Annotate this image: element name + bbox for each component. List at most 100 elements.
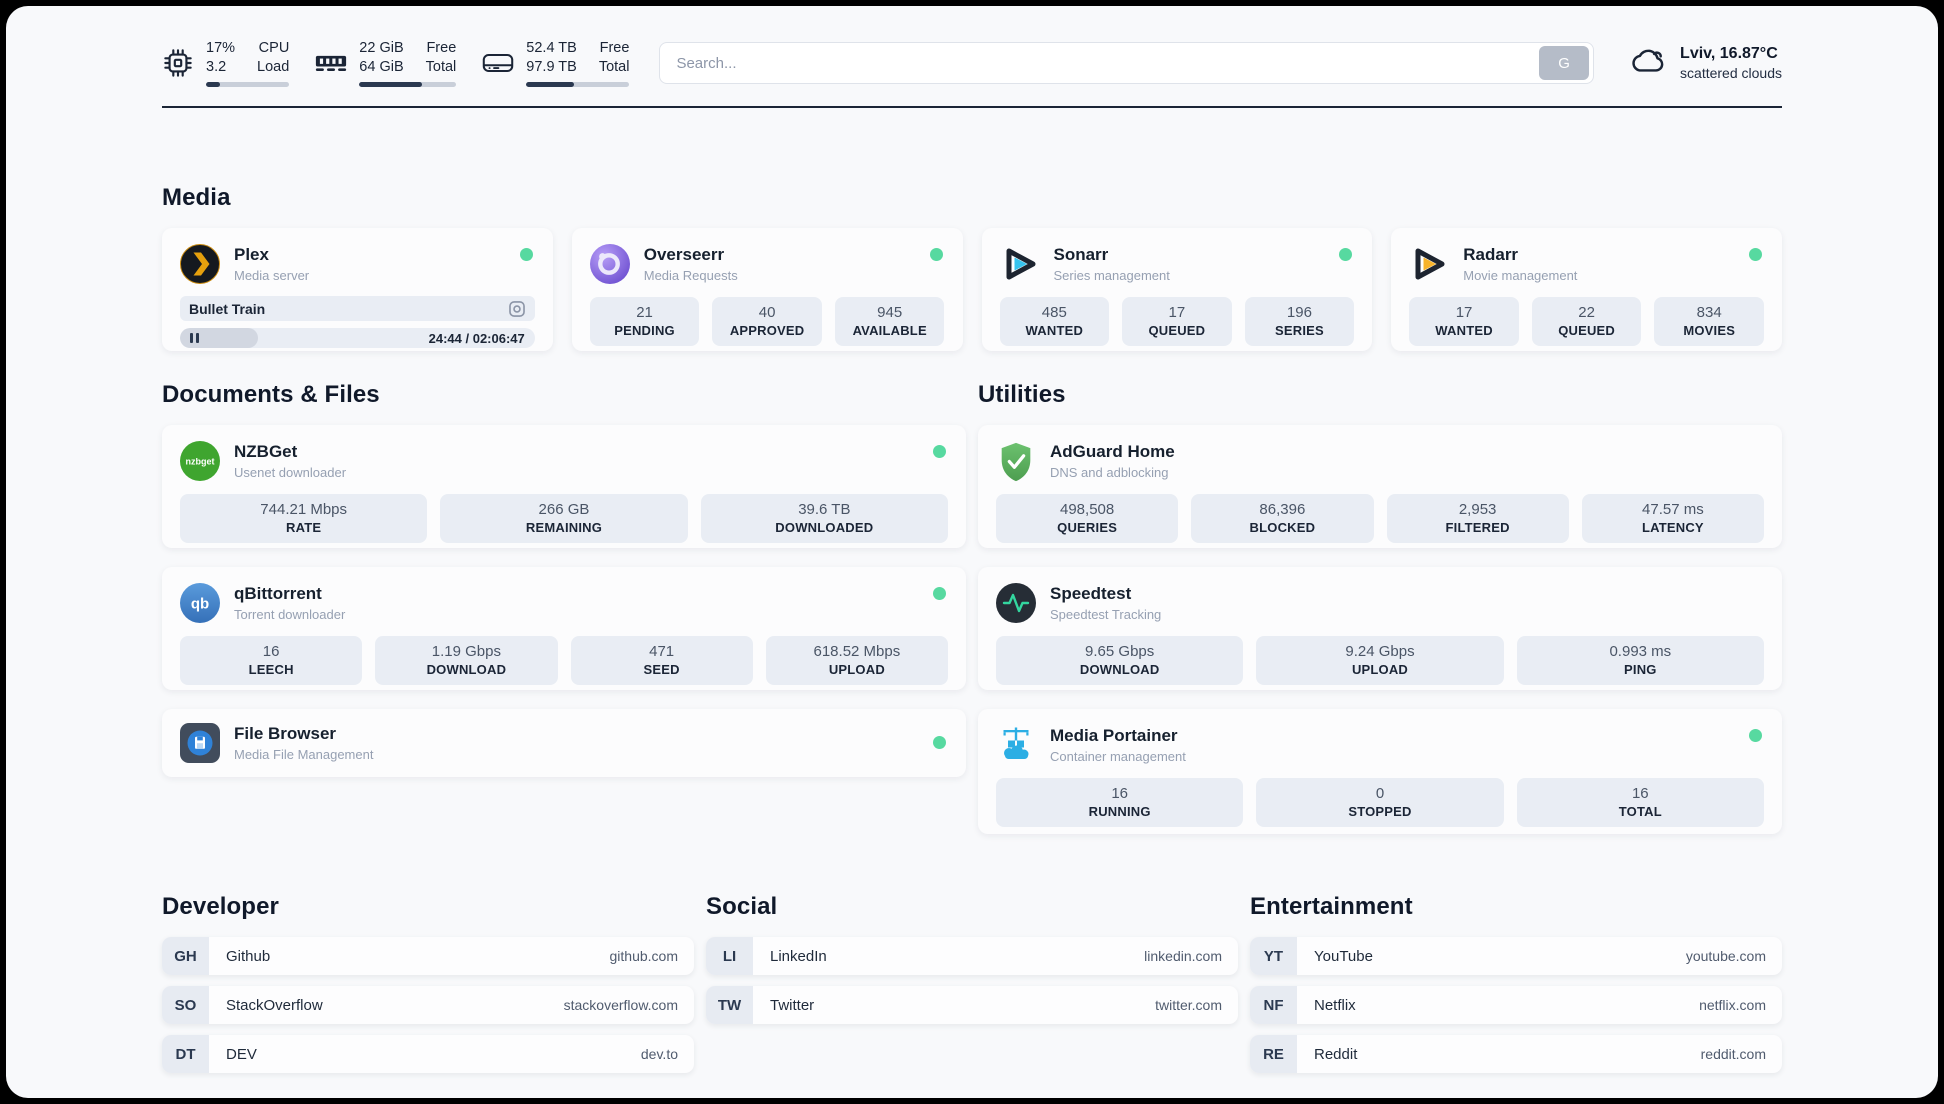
app-desc: Media server	[234, 268, 310, 283]
stat-pill: 485 WANTED	[999, 297, 1110, 346]
app-desc: Speedtest Tracking	[1050, 607, 1162, 622]
status-online-dot	[1339, 248, 1353, 261]
link-name: StackOverflow	[226, 996, 323, 1014]
cpu-progress-track	[206, 81, 290, 87]
status-online-dot	[1749, 248, 1762, 261]
stat-pill: 16 RUNNING	[996, 778, 1244, 827]
service-card-sonarr[interactable]: Sonarr Series management 485 WANTED 17 QUE…	[981, 228, 1373, 351]
service-card-filebrowser[interactable]: File Browser Media File Management	[162, 709, 966, 777]
status-online-dot	[933, 736, 946, 749]
link-abbr: GH	[162, 937, 209, 975]
app-name: Overseerr	[643, 245, 725, 264]
entertainment-links: Entertainment YT YouTube youtube.com NF …	[1250, 893, 1782, 1084]
service-card-nzbget[interactable]: nzbget NZBGet Usenet downloader 744.21 M…	[162, 425, 966, 548]
link-abbr: LI	[706, 937, 753, 975]
app-desc: Torrent downloader	[234, 607, 346, 622]
pause-icon[interactable]	[190, 333, 199, 343]
search-bar: G	[659, 42, 1595, 84]
link-row-twitter[interactable]: TW Twitter twitter.com	[706, 986, 1238, 1024]
stat-pill: 945 AVAILABLE	[834, 297, 945, 346]
status-online-dot	[929, 248, 943, 261]
cpu-stat: 17% 3.2 CPU Load	[162, 39, 290, 87]
cpu-icon	[162, 47, 194, 79]
social-links: Social LI LinkedIn linkedin.com TW Twitt…	[706, 893, 1238, 1035]
service-card-overseerr[interactable]: Overseerr Media Requests 21 PENDING 40 APP…	[571, 228, 963, 351]
svg-text:nzbget: nzbget	[186, 457, 215, 467]
ram-icon	[315, 47, 347, 79]
stat-pill: 9.65 Gbps DOWNLOAD	[996, 636, 1244, 685]
documents-column: Documents & Files nzbget NZBGet Usenet d	[162, 381, 966, 853]
app-desc: Series management	[1053, 268, 1170, 283]
link-abbr: YT	[1250, 937, 1297, 975]
link-row-youtube[interactable]: YT YouTube youtube.com	[1250, 937, 1782, 975]
link-row-github[interactable]: GH Github github.com	[162, 937, 694, 975]
playback-time: 24:44 / 02:06:47	[428, 330, 525, 346]
service-card-portainer[interactable]: Media Portainer Container management 16 R…	[978, 709, 1782, 834]
stat-pill: 39.6 TB DOWNLOADED	[700, 494, 948, 543]
disk-progress-fill	[526, 81, 574, 87]
disk-icon	[482, 47, 514, 79]
speedtest-icon	[996, 583, 1036, 623]
disk-label-1: Free	[599, 40, 630, 57]
disk-value-2: 97.9 TB	[526, 59, 577, 75]
cpu-value-2: 3.2	[206, 59, 227, 75]
app-name: qBittorrent	[234, 584, 322, 603]
status-online-dot	[1749, 729, 1762, 742]
link-row-reddit[interactable]: RE Reddit reddit.com	[1250, 1035, 1782, 1073]
service-card-adguard[interactable]: AdGuard Home DNS and adblocking 498,508 Q…	[978, 425, 1782, 548]
search-input[interactable]	[660, 54, 1540, 72]
search-engine-button[interactable]: G	[1539, 46, 1590, 80]
link-url: dev.to	[640, 1046, 678, 1062]
app-name: Speedtest	[1050, 584, 1132, 603]
service-card-qbittorrent[interactable]: qb qBittorrent Torrent downloader 16 LEEC…	[162, 567, 966, 690]
stat-pill: 17 QUEUED	[1122, 297, 1232, 346]
link-name: Github	[226, 947, 271, 965]
playback-progress-bar[interactable]: 24:44 / 02:06:47	[180, 328, 535, 348]
stat-pill: 16 LEECH	[180, 636, 363, 685]
link-row-linkedin[interactable]: LI LinkedIn linkedin.com	[706, 937, 1238, 975]
app-name: Radarr	[1463, 245, 1519, 264]
link-row-dev[interactable]: DT DEV dev.to	[162, 1035, 694, 1073]
link-abbr: DT	[162, 1035, 209, 1073]
service-card-plex[interactable]: Plex Media server Bullet Train	[162, 228, 553, 351]
link-row-stackoverflow[interactable]: SO StackOverflow stackoverflow.com	[162, 986, 694, 1024]
service-card-speedtest[interactable]: Speedtest Speedtest Tracking 9.65 Gbps DO…	[978, 567, 1782, 690]
video-preview-icon[interactable]	[508, 300, 526, 318]
stat-pill: 0 STOPPED	[1256, 778, 1504, 827]
service-card-radarr[interactable]: Radarr Movie management 17 WANTED 22 QUEUE…	[1391, 228, 1782, 351]
status-online-dot	[933, 587, 946, 600]
stat-pill: 618.52 Mbps UPLOAD	[765, 636, 948, 685]
link-name: Netflix	[1314, 996, 1356, 1014]
section-title-media: Media	[162, 184, 231, 211]
section-title-documents: Documents & Files	[162, 381, 380, 408]
disk-stat: 52.4 TB 97.9 TB Free Total	[482, 39, 630, 87]
link-row-netflix[interactable]: NF Netflix netflix.com	[1250, 986, 1782, 1024]
link-abbr: SO	[162, 986, 209, 1024]
ram-label-2: Total	[425, 59, 457, 75]
link-abbr: NF	[1250, 986, 1297, 1024]
utilities-column: Utilities	[978, 381, 1782, 853]
link-name: Twitter	[770, 996, 815, 1014]
stat-pill: 9.24 Gbps UPLOAD	[1256, 636, 1504, 685]
stat-pill: 17 WANTED	[1409, 297, 1519, 346]
link-url: twitter.com	[1155, 997, 1222, 1013]
stat-pill: 498,508 QUERIES	[996, 494, 1179, 543]
ram-stat: 22 GiB 64 GiB Free Total	[315, 39, 457, 87]
adguard-icon	[996, 441, 1036, 482]
link-url: youtube.com	[1685, 948, 1766, 964]
stat-pill: 86,396 BLOCKED	[1191, 494, 1374, 543]
disk-label-2: Total	[598, 59, 630, 75]
stat-pill: 40 APPROVED	[712, 297, 822, 346]
section-title-utilities: Utilities	[978, 381, 1066, 408]
stat-pill: 22 QUEUED	[1531, 297, 1642, 346]
app-desc: Movie management	[1463, 268, 1578, 283]
top-bar: 17% 3.2 CPU Load	[162, 6, 1782, 94]
stat-pill: 21 PENDING	[589, 297, 700, 346]
radarr-icon	[1409, 244, 1449, 284]
link-name: LinkedIn	[770, 947, 827, 965]
app-desc: Media Requests	[643, 268, 738, 283]
stat-pill: 834 MOVIES	[1654, 297, 1764, 346]
app-desc: DNS and adblocking	[1050, 465, 1169, 480]
stat-pill: 0.993 ms PING	[1516, 636, 1764, 685]
app-name: AdGuard Home	[1050, 442, 1175, 461]
